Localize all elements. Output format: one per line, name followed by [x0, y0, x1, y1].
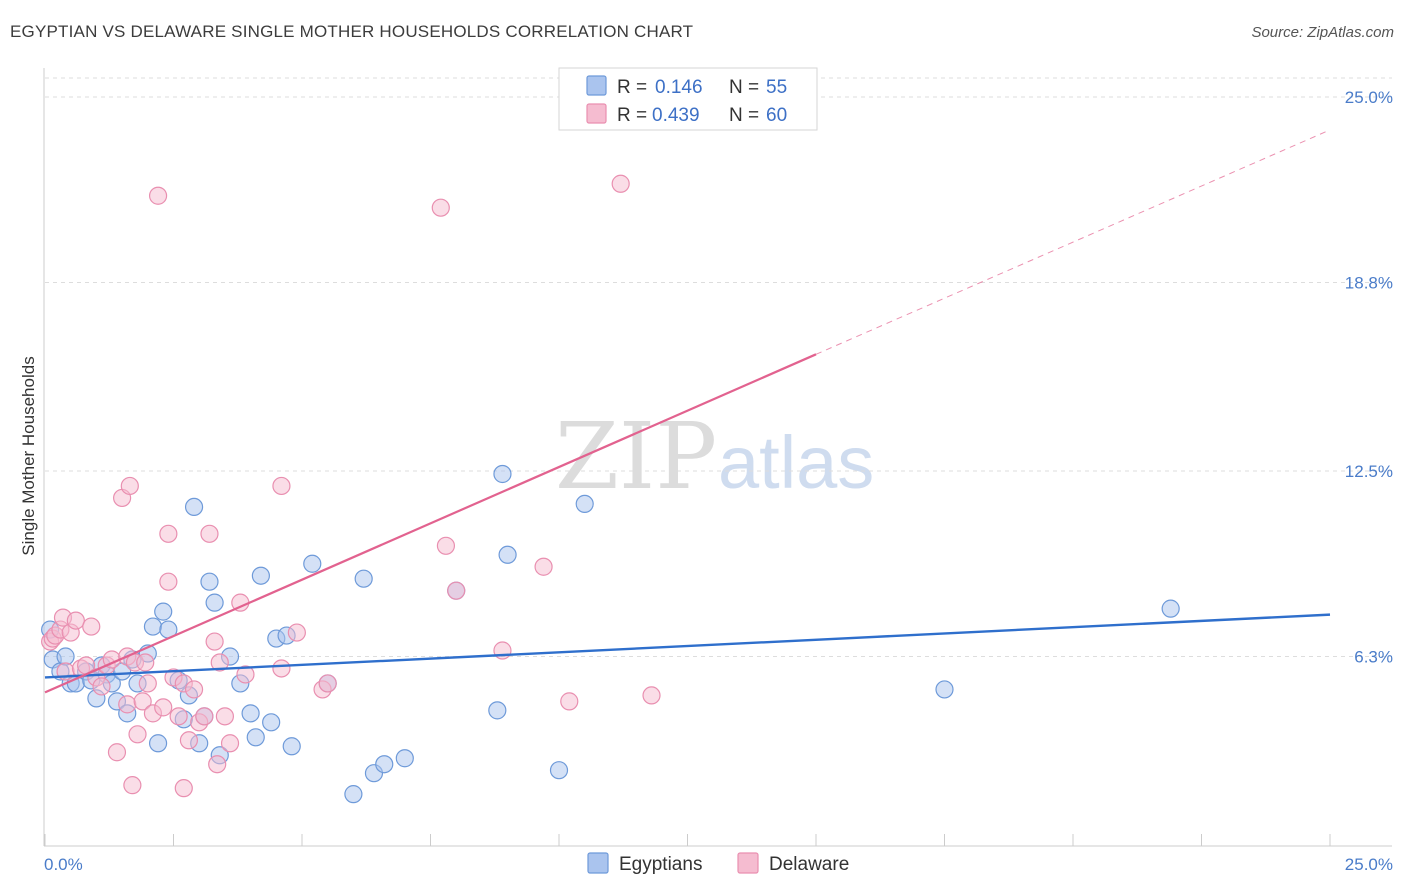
- point-delaware-58: [611, 174, 630, 193]
- bottom-legend-swatch-delaware: [737, 852, 759, 874]
- legend-r-label-2: R =: [617, 105, 647, 126]
- point-egyptians-48: [488, 701, 507, 720]
- point-delaware-49: [287, 623, 306, 642]
- y-axis-label: Single Mother Households: [19, 356, 38, 555]
- point-delaware-33: [174, 779, 193, 798]
- point-delaware-41: [208, 755, 227, 774]
- point-delaware-27: [148, 186, 168, 205]
- point-egyptians-53: [935, 680, 954, 699]
- point-delaware-51: [318, 674, 337, 693]
- point-delaware-40: [205, 632, 224, 651]
- x-tick-label-min: 0.0%: [44, 855, 83, 874]
- series-legend: Egyptians Delaware: [587, 852, 849, 875]
- point-delaware-52: [431, 198, 450, 217]
- point-egyptians-35: [251, 566, 270, 585]
- bottom-legend-egyptians: Egyptians: [619, 854, 702, 875]
- point-delaware-43: [215, 707, 234, 726]
- legend-n-value-2: 60: [766, 105, 787, 126]
- point-delaware-30: [159, 572, 178, 591]
- point-egyptians-39: [282, 737, 301, 756]
- point-egyptians-18: [143, 617, 163, 636]
- axes: [43, 68, 1392, 847]
- trendline-egyptians: [44, 613, 1331, 679]
- point-delaware-7: [66, 611, 85, 630]
- point-egyptians-51: [549, 761, 569, 780]
- point-delaware-56: [534, 557, 553, 576]
- chart-title: EGYPTIAN VS DELAWARE SINGLE MOTHER HOUSE…: [10, 22, 694, 41]
- legend-swatch-delaware: [586, 103, 607, 124]
- point-egyptians-42: [344, 785, 363, 804]
- point-egyptians-46: [395, 749, 414, 768]
- point-egyptians-29: [205, 593, 224, 612]
- point-delaware-46: [236, 665, 255, 684]
- y-tick-label-3: 25.0%: [1345, 88, 1393, 107]
- legend-n-label-2: N =: [729, 105, 759, 126]
- point-delaware-48: [272, 476, 291, 496]
- point-delaware-59: [642, 686, 661, 705]
- point-egyptians-43: [354, 569, 373, 588]
- point-delaware-38: [195, 707, 214, 726]
- x-tick-label-max: 25.0%: [1345, 855, 1393, 874]
- legend-r-value-1: 0.146: [655, 77, 703, 98]
- point-delaware-36: [184, 680, 204, 699]
- legend-r-value-2: 0.439: [652, 105, 700, 126]
- point-delaware-53: [436, 536, 456, 555]
- point-egyptians-28: [200, 572, 219, 591]
- point-delaware-23: [133, 692, 152, 711]
- point-egyptians-36: [262, 713, 281, 732]
- point-delaware-15: [107, 743, 127, 762]
- point-delaware-10: [82, 617, 101, 636]
- correlation-legend: R = 0.146 N = 55 R = 0.439 N = 60: [558, 67, 818, 131]
- legend-swatch-egyptians: [586, 75, 607, 96]
- point-delaware-57: [560, 692, 579, 711]
- point-egyptians-25: [184, 497, 204, 517]
- point-egyptians-49: [493, 464, 512, 484]
- point-egyptians-50: [498, 545, 517, 564]
- point-delaware-35: [179, 731, 199, 750]
- x-ticks: [44, 834, 1331, 846]
- bottom-legend-swatch-egyptians: [587, 852, 609, 874]
- bottom-legend-delaware: Delaware: [769, 854, 849, 875]
- point-delaware-28: [154, 698, 173, 717]
- point-egyptians-33: [241, 704, 260, 723]
- point-delaware-29: [159, 524, 178, 543]
- chart-source: Source: ZipAtlas.com: [1251, 24, 1394, 41]
- trendlines: [44, 129, 1331, 694]
- y-tick-labels: 6.3% 12.5% 18.8% 25.0%: [1345, 88, 1393, 667]
- legend-r-label-1: R =: [617, 77, 647, 98]
- point-delaware-20: [123, 776, 142, 795]
- point-delaware-39: [200, 524, 219, 543]
- y-tick-label-1: 12.5%: [1345, 462, 1393, 481]
- watermark-atlas: atlas: [718, 421, 874, 504]
- point-egyptians-54: [1161, 599, 1180, 618]
- point-delaware-42: [210, 653, 229, 672]
- point-delaware-47: [272, 659, 291, 678]
- point-delaware-17: [118, 695, 137, 714]
- point-delaware-54: [447, 581, 466, 600]
- point-egyptians-52: [575, 494, 594, 514]
- point-delaware-22: [128, 725, 147, 744]
- trendline-delaware: [44, 353, 817, 694]
- trendline-delaware-extension: [815, 129, 1331, 355]
- gridlines: [45, 77, 1392, 658]
- point-delaware-24: [136, 653, 155, 672]
- point-egyptians-20: [154, 602, 173, 621]
- legend-n-label-1: N =: [729, 77, 759, 98]
- legend-n-value-1: 55: [766, 77, 787, 98]
- point-delaware-25: [138, 674, 157, 693]
- point-delaware-32: [169, 707, 188, 726]
- watermark-zip: ZIP: [555, 403, 717, 510]
- point-egyptians-34: [246, 728, 265, 747]
- point-egyptians-19: [148, 734, 168, 753]
- point-delaware-19: [120, 476, 139, 496]
- point-delaware-44: [220, 734, 240, 753]
- y-tick-label-2: 18.8%: [1345, 274, 1393, 293]
- point-egyptians-40: [303, 554, 322, 573]
- point-egyptians-45: [375, 755, 394, 774]
- y-tick-label-0: 6.3%: [1354, 648, 1393, 667]
- point-delaware-12: [92, 677, 111, 696]
